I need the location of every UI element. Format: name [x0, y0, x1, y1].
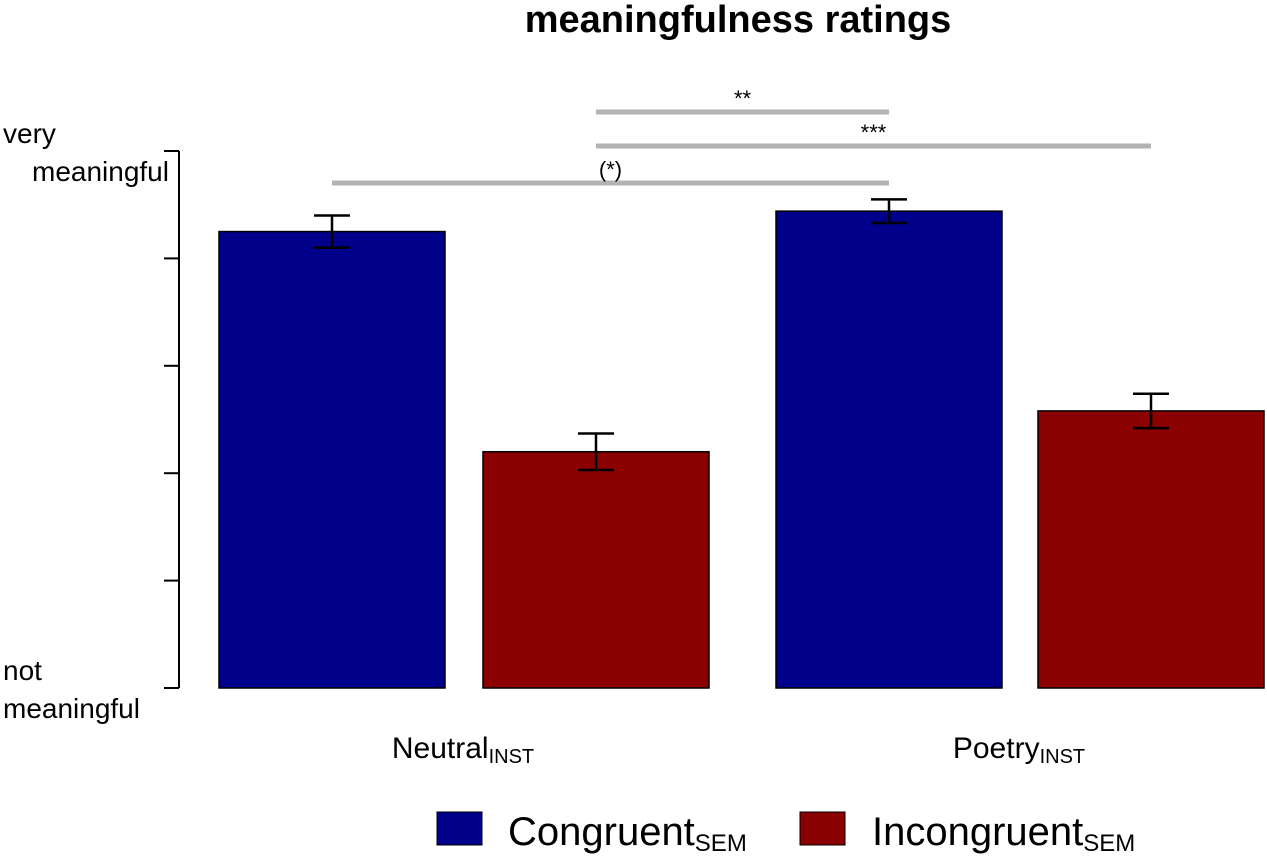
y-label-top: very meaningful — [3, 118, 169, 187]
significance-label: ** — [734, 86, 752, 111]
legend-swatch-incongruent — [799, 811, 846, 846]
bars — [218, 210, 1265, 689]
y-label-top-line1: very — [3, 118, 56, 149]
x-label-neutral: NeutralINST — [392, 732, 534, 768]
bar-neutral-congruent — [218, 230, 446, 689]
y-label-bottom: not meaningful — [3, 655, 140, 724]
chart-title: meaningfulness ratings — [525, 0, 952, 41]
error-bar-poetry-congruent — [871, 198, 907, 225]
legend-swatch-congruent — [436, 811, 483, 846]
significance-bars: *****(*) — [332, 86, 1151, 186]
error-bar-neutral-incongruent — [578, 432, 614, 472]
legend-label-congruent-main: Congruent — [508, 810, 695, 854]
legend-label-incongruent-sub: SEM — [1083, 830, 1135, 856]
error-bars — [314, 198, 1169, 472]
x-label-poetry: PoetryINST — [953, 732, 1085, 768]
legend-label-incongruent-main: Incongruent — [872, 810, 1083, 854]
x-label-poetry-sub: INST — [1040, 746, 1086, 768]
x-label-neutral-sub: INST — [489, 746, 535, 768]
legend: CongruentSEM IncongruentSEM — [436, 810, 1135, 856]
x-label-poetry-main: Poetry — [953, 732, 1040, 765]
x-label-neutral-main: Neutral — [392, 732, 489, 765]
significance-label: *** — [861, 120, 887, 145]
legend-label-congruent-sub: SEM — [695, 830, 747, 856]
bar-poetry-congruent — [775, 210, 1003, 689]
significance-label: (*) — [599, 157, 622, 182]
bar-poetry-incongruent — [1037, 410, 1265, 689]
legend-label-congruent: CongruentSEM — [508, 810, 747, 856]
y-label-bottom-line2: meaningful — [3, 693, 140, 724]
x-axis-labels: NeutralINST PoetryINST — [392, 732, 1085, 768]
y-axis: very meaningful not meaningful — [3, 118, 180, 724]
y-label-top-line2: meaningful — [32, 156, 169, 187]
error-bar-neutral-congruent — [314, 214, 350, 249]
legend-label-incongruent: IncongruentSEM — [872, 810, 1135, 856]
y-label-bottom-line1: not — [3, 655, 42, 686]
bar-neutral-incongruent — [482, 450, 710, 689]
error-bar-poetry-incongruent — [1133, 392, 1169, 430]
